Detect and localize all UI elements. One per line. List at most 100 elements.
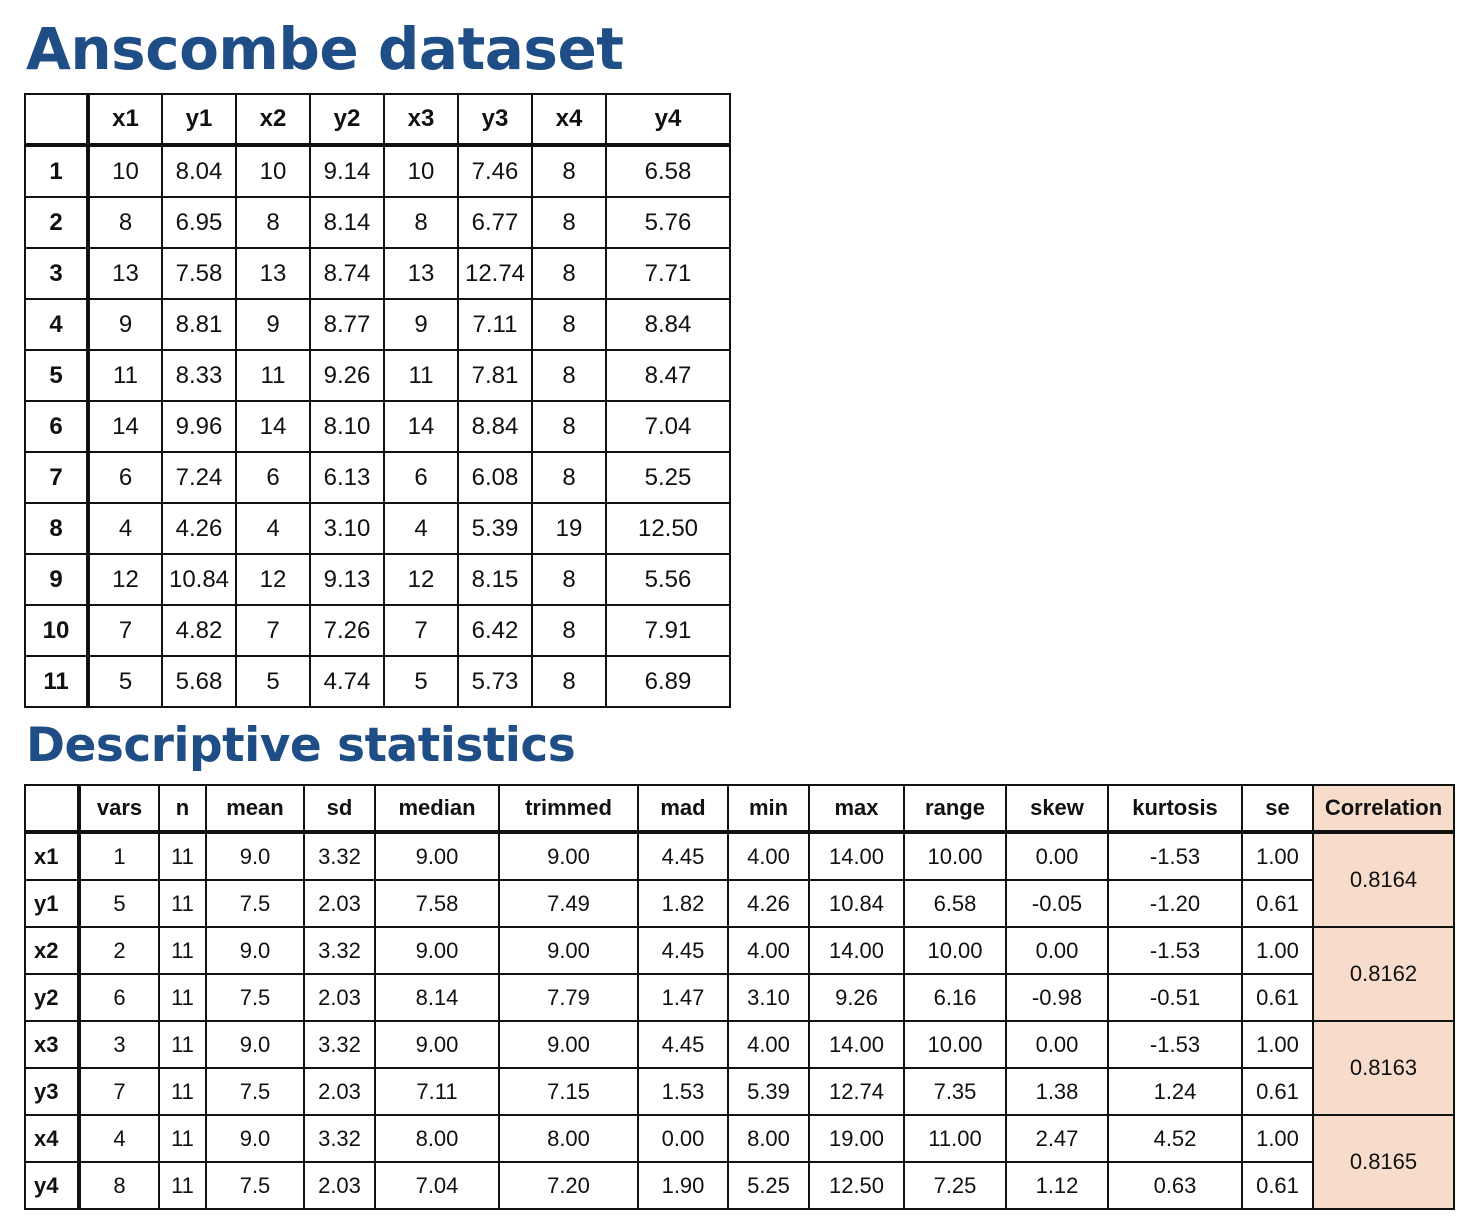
table-cell: 12.50 <box>808 1161 905 1210</box>
table-cell: 11 <box>158 1161 207 1210</box>
table-row: y1 5 11 7.5 2.03 7.58 7.49 1.82 4.26 10.84 6.58 -0.… <box>24 879 1454 928</box>
table-cell: 9.0 <box>205 831 305 881</box>
table-cell: 8 <box>531 655 607 708</box>
table-cell: 8 <box>531 247 607 300</box>
table-row: y2 6 11 7.5 2.03 8.14 7.79 1.47 3.10 9.26 6.16 -0.9… <box>24 973 1454 1022</box>
table-cell: 7 <box>87 604 163 657</box>
table-cell: 12 <box>235 553 311 606</box>
table-cell: 8.10 <box>309 400 385 453</box>
table-cell: 2.03 <box>303 1067 376 1116</box>
table-cell: 8.84 <box>605 298 731 351</box>
table-cell: 7.35 <box>903 1067 1007 1116</box>
table-cell: -0.05 <box>1005 879 1109 928</box>
table-cell: 11 <box>235 349 311 402</box>
table-cell: 3.32 <box>303 926 376 975</box>
table-cell: 9 <box>235 298 311 351</box>
variable-name: x4 <box>24 1114 81 1163</box>
column-header: sd <box>303 784 376 834</box>
table-row: 9 12 10.84 12 9.13 12 8.15 8 5.56 <box>24 553 731 606</box>
table-cell: 7.04 <box>374 1161 500 1210</box>
row-index: 9 <box>24 553 90 606</box>
table-cell: 6.58 <box>605 144 731 198</box>
table-cell: 8 <box>531 349 607 402</box>
correlation-value: 0.8164 <box>1312 831 1455 928</box>
column-header: y1 <box>161 93 237 147</box>
table-cell: 3.10 <box>727 973 810 1022</box>
table-cell: 8 <box>531 400 607 453</box>
table-cell: 9.00 <box>498 926 639 975</box>
table-cell: 5 <box>87 655 163 708</box>
table-cell: 8 <box>531 451 607 504</box>
table-cell: 1.90 <box>637 1161 729 1210</box>
table-cell: 7.5 <box>205 973 305 1022</box>
table-cell: 6 <box>78 973 160 1022</box>
table-cell: 11 <box>158 879 207 928</box>
table-cell: 5 <box>78 879 160 928</box>
variable-name: y3 <box>24 1067 81 1116</box>
table-cell: 3.32 <box>303 831 376 881</box>
table-cell: 8.47 <box>605 349 731 402</box>
row-index: 4 <box>24 298 90 351</box>
descriptive-statistics-table: vars n mean sd median trimmed mad min ma… <box>24 784 1455 1210</box>
table-cell: 8 <box>531 144 607 198</box>
table-row: 2 8 6.95 8 8.14 8 6.77 8 5.76 <box>24 196 731 249</box>
table-row: 10 7 4.82 7 7.26 7 6.42 8 7.91 <box>24 604 731 657</box>
table-cell: 0.00 <box>1005 926 1109 975</box>
table-cell: 13 <box>383 247 459 300</box>
table-cell: 5.68 <box>161 655 237 708</box>
row-index: 11 <box>24 655 90 708</box>
table-cell: 6.08 <box>457 451 533 504</box>
table-cell: 5.56 <box>605 553 731 606</box>
table-cell: 4.45 <box>637 926 729 975</box>
table-cell: 10 <box>87 144 163 198</box>
table-cell: 9.00 <box>374 1020 500 1069</box>
table-cell: 19 <box>531 502 607 555</box>
table-cell: 1.38 <box>1005 1067 1109 1116</box>
table-cell: 4.26 <box>727 879 810 928</box>
table-cell: 0.61 <box>1241 973 1314 1022</box>
table-cell: 8.14 <box>374 973 500 1022</box>
table-cell: 5 <box>383 655 459 708</box>
table-cell: 7.5 <box>205 1161 305 1210</box>
table-cell: -1.53 <box>1107 831 1243 881</box>
anscombe-dataset-title: Anscombe dataset <box>26 15 624 83</box>
table-cell: 6 <box>235 451 311 504</box>
table-cell: 4 <box>87 502 163 555</box>
table-cell: 8.84 <box>457 400 533 453</box>
row-index: 6 <box>24 400 90 453</box>
table-cell: 7.79 <box>498 973 639 1022</box>
table-cell: 11.00 <box>903 1114 1007 1163</box>
table-cell: 4 <box>235 502 311 555</box>
table-cell: 7.5 <box>205 1067 305 1116</box>
variable-name: y4 <box>24 1161 81 1210</box>
column-header: n <box>158 784 207 834</box>
table-cell: 5.73 <box>457 655 533 708</box>
table-cell: 14.00 <box>808 926 905 975</box>
table-cell: 10.00 <box>903 1020 1007 1069</box>
table-cell: 9 <box>87 298 163 351</box>
row-index: 1 <box>24 144 90 198</box>
table-cell: 14 <box>87 400 163 453</box>
table-cell: 12.74 <box>457 247 533 300</box>
table-cell: 6.89 <box>605 655 731 708</box>
table-cell: 12 <box>87 553 163 606</box>
anscombe-header-row: x1 y1 x2 y2 x3 y3 x4 y4 <box>24 93 731 147</box>
table-cell: 7.20 <box>498 1161 639 1210</box>
table-cell: 7.58 <box>161 247 237 300</box>
table-row: 7 6 7.24 6 6.13 6 6.08 8 5.25 <box>24 451 731 504</box>
table-cell: 12 <box>383 553 459 606</box>
table-cell: 8.00 <box>727 1114 810 1163</box>
table-cell: 3 <box>78 1020 160 1069</box>
table-cell: 7.71 <box>605 247 731 300</box>
table-cell: 9.0 <box>205 926 305 975</box>
table-cell: 9.0 <box>205 1020 305 1069</box>
table-cell: 11 <box>158 926 207 975</box>
column-header: y3 <box>457 93 533 147</box>
table-cell: 10.84 <box>808 879 905 928</box>
table-cell: 8.04 <box>161 144 237 198</box>
table-cell: 4.00 <box>727 926 810 975</box>
table-cell: 7.5 <box>205 879 305 928</box>
table-cell: 7.81 <box>457 349 533 402</box>
table-cell: 7.11 <box>457 298 533 351</box>
table-cell: 4 <box>383 502 459 555</box>
